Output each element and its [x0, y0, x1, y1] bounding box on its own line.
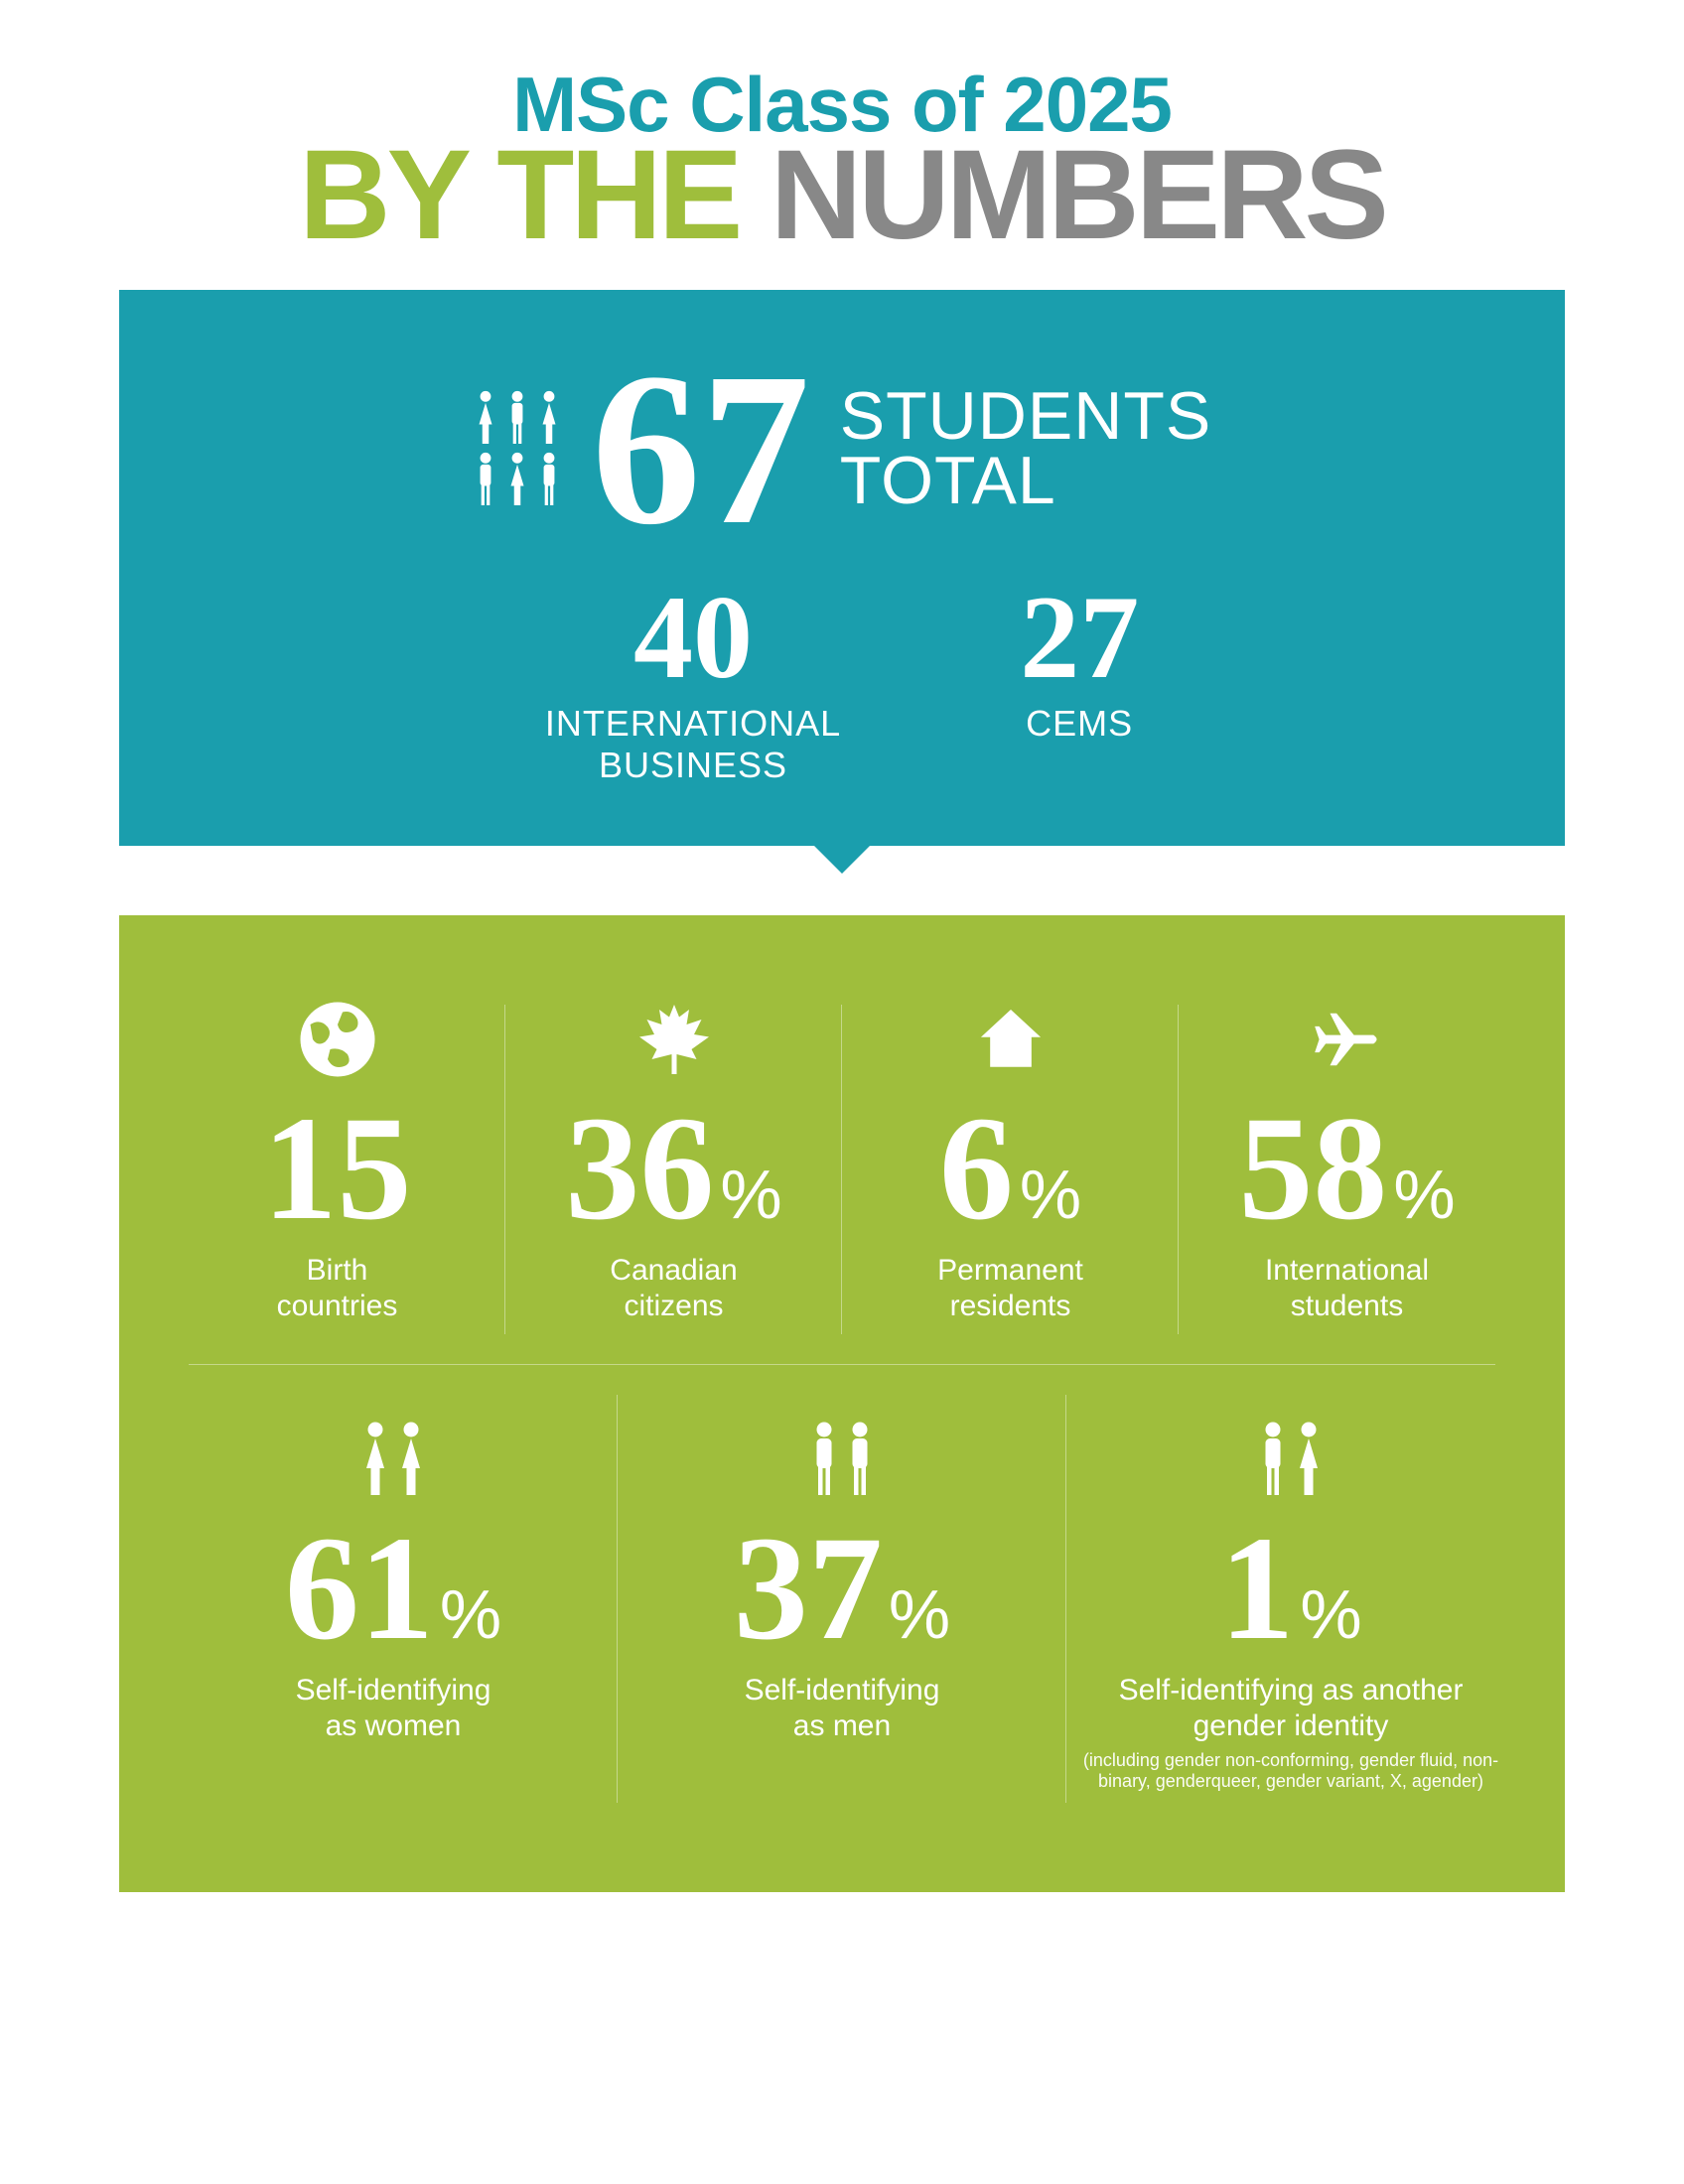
title-line2: BY THE NUMBERS: [119, 142, 1565, 250]
globe-icon: [298, 1000, 377, 1079]
program-intl-business: 40 INTERNATIONALBUSINESS: [545, 578, 841, 786]
page-title: MSc Class of 2025 BY THE NUMBERS: [119, 60, 1565, 250]
man-icon: [806, 1420, 842, 1499]
woman-icon: [357, 1420, 393, 1499]
house-icon: [974, 1003, 1048, 1076]
total-number: 67: [592, 340, 810, 558]
stat-women: 61% Self-identifyingas women: [169, 1365, 618, 1833]
stat-birth-countries: 15 Birthcountries: [169, 975, 505, 1364]
man-icon: [1255, 1420, 1291, 1499]
maple-leaf-icon: [634, 1000, 714, 1079]
people-icon-grid: [473, 389, 562, 508]
stat-men: 37% Self-identifyingas men: [618, 1365, 1066, 1833]
woman-icon: [393, 1420, 429, 1499]
total-panel: 67 STUDENTSTOTAL 40 INTERNATIONALBUSINES…: [119, 290, 1565, 846]
stats-panel: 15 Birthcountries 36% Canadiancitizens 6…: [119, 915, 1565, 1892]
stat-other-gender: 1% Self-identifying as anothergender ide…: [1066, 1365, 1515, 1833]
stat-permanent-residents: 6% Permanentresidents: [842, 975, 1179, 1364]
stat-international-students: 58% Internationalstudents: [1179, 975, 1515, 1364]
plane-icon: [1303, 1005, 1392, 1074]
program-cems: 27 CEMS: [1020, 578, 1139, 786]
woman-icon: [1291, 1420, 1327, 1499]
man-icon: [842, 1420, 878, 1499]
stat-canadian-citizens: 36% Canadiancitizens: [505, 975, 842, 1364]
total-label: STUDENTSTOTAL: [840, 384, 1211, 512]
